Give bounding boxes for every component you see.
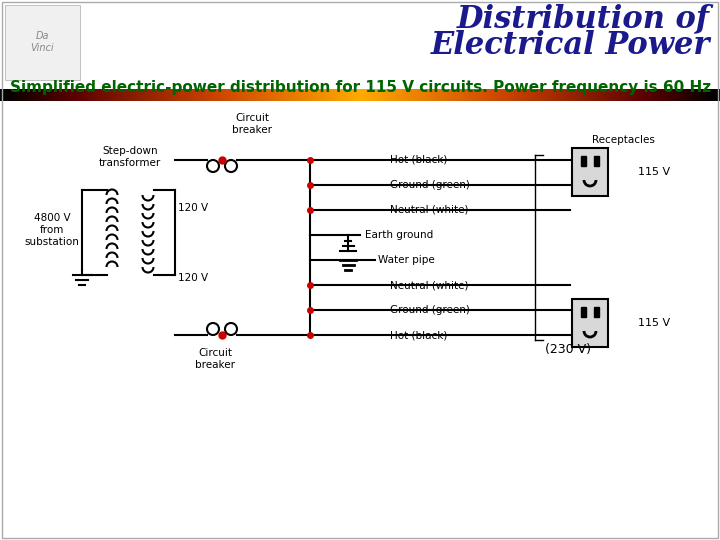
Bar: [581, 307, 586, 317]
Text: 115 V: 115 V: [638, 167, 670, 177]
Text: 120 V: 120 V: [178, 203, 208, 213]
Text: Ground (green): Ground (green): [390, 305, 470, 315]
Text: Electrical Power: Electrical Power: [431, 30, 710, 61]
Text: Neutral (white): Neutral (white): [390, 205, 469, 215]
Bar: [594, 156, 599, 166]
Text: Step-down
transformer: Step-down transformer: [99, 146, 161, 168]
Text: Hot (black): Hot (black): [390, 330, 447, 340]
Bar: [572, 148, 608, 196]
Text: Distribution of: Distribution of: [457, 3, 710, 34]
Text: Hot (black): Hot (black): [390, 155, 447, 165]
Text: Receptacles: Receptacles: [592, 135, 655, 145]
Text: (230 V): (230 V): [545, 343, 591, 356]
Bar: [5, 5, 80, 80]
Bar: [581, 156, 586, 166]
Text: Circuit
breaker: Circuit breaker: [232, 113, 272, 135]
Text: Ground (green): Ground (green): [390, 180, 470, 190]
Text: 4800 V
from
substation: 4800 V from substation: [24, 213, 79, 247]
Text: Water pipe: Water pipe: [378, 255, 435, 265]
Text: Simplified electric-power distribution for 115 V circuits. Power frequency is 60: Simplified electric-power distribution f…: [10, 80, 711, 95]
Text: 115 V: 115 V: [638, 318, 670, 328]
Text: Neutral (white): Neutral (white): [390, 280, 469, 290]
Bar: [594, 307, 599, 317]
Bar: [572, 299, 608, 347]
Text: 120 V: 120 V: [178, 273, 208, 283]
Text: Circuit
breaker: Circuit breaker: [195, 348, 235, 369]
Text: Earth ground: Earth ground: [365, 230, 433, 240]
Text: Da
Vinci: Da Vinci: [30, 31, 54, 53]
